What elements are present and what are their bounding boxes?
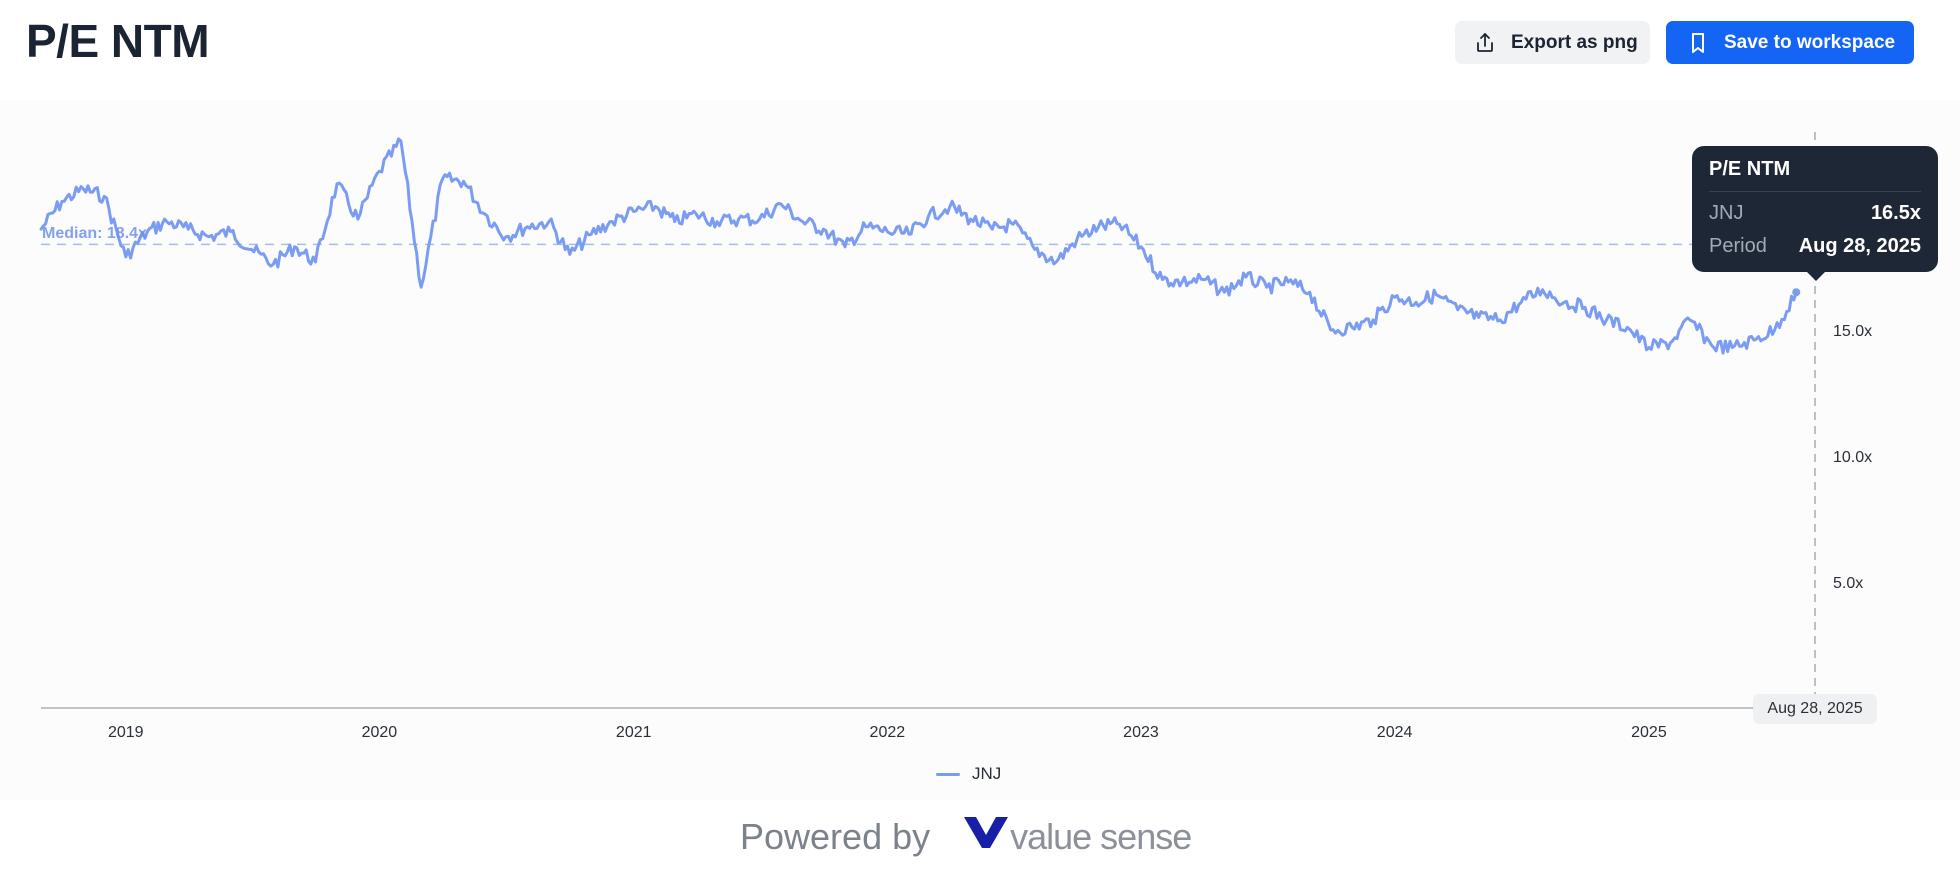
page-title: P/E NTM xyxy=(26,15,210,67)
x-tick-label: 2021 xyxy=(616,724,652,741)
tooltip-series-value: 16.5x xyxy=(1870,202,1921,224)
median-label: Median: 18.4x xyxy=(42,225,147,242)
tooltip-row-series: JNJ 16.5x xyxy=(1709,202,1921,225)
chart-legend[interactable]: JNJ xyxy=(936,764,1001,784)
tooltip-period-value: Aug 28, 2025 xyxy=(1798,235,1921,257)
save-to-workspace-button[interactable]: Save to workspace xyxy=(1666,21,1914,64)
x-tick-label: 2025 xyxy=(1631,724,1667,741)
export-png-label: Export as png xyxy=(1511,31,1638,53)
powered-by-footer: Powered by value sense xyxy=(740,815,1192,858)
tooltip-title: P/E NTM xyxy=(1709,158,1921,192)
plot-area xyxy=(0,100,1960,800)
y-tick-label: 5.0x xyxy=(1833,575,1863,592)
tooltip-row-period: Period Aug 28, 2025 xyxy=(1709,235,1921,258)
chart-tooltip: P/E NTM JNJ 16.5x Period Aug 28, 2025 xyxy=(1692,146,1938,281)
value-sense-brand: value sense xyxy=(964,815,1192,858)
tooltip-series-label: JNJ xyxy=(1709,202,1744,224)
save-to-workspace-label: Save to workspace xyxy=(1724,31,1896,53)
share-upload-icon xyxy=(1473,31,1497,55)
legend-swatch-jnj xyxy=(936,772,960,776)
bookmark-icon xyxy=(1686,31,1710,55)
value-sense-wordmark: value sense xyxy=(1010,815,1192,857)
legend-label-jnj: JNJ xyxy=(972,764,1002,783)
x-tick-label: 2024 xyxy=(1377,724,1413,741)
tooltip-period-label: Period xyxy=(1709,235,1767,257)
hover-point-marker xyxy=(1792,288,1801,297)
value-sense-logo-icon xyxy=(964,815,1009,858)
x-tick-label: 2019 xyxy=(108,724,144,741)
x-tick-label: 2022 xyxy=(870,724,906,741)
crosshair-date-label: Aug 28, 2025 xyxy=(1753,694,1877,724)
y-tick-label: 15.0x xyxy=(1833,323,1872,340)
y-tick-label: 10.0x xyxy=(1833,449,1872,466)
x-tick-label: 2020 xyxy=(362,724,398,741)
series-line-jnj[interactable] xyxy=(39,137,1798,355)
powered-by-text: Powered by xyxy=(740,815,931,857)
export-png-button[interactable]: Export as png xyxy=(1455,21,1650,64)
x-tick-label: 2023 xyxy=(1123,724,1159,741)
